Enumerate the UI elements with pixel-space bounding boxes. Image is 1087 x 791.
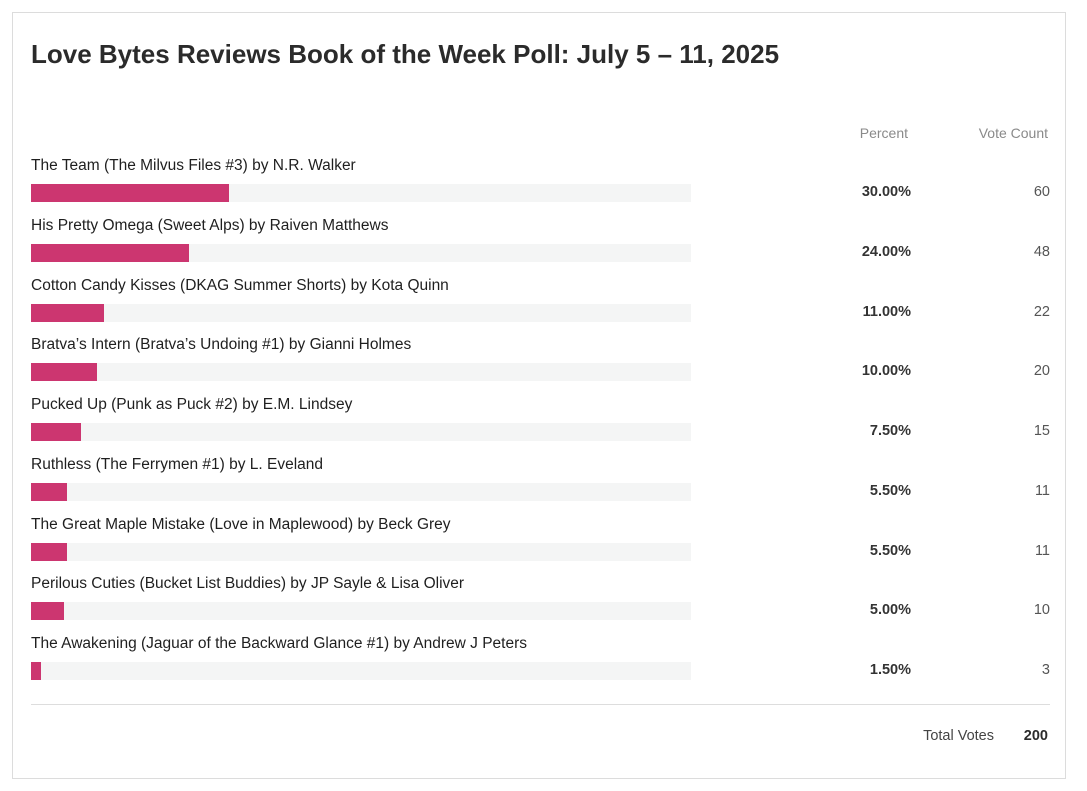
divider xyxy=(31,704,1050,705)
poll-option-row: Pucked Up (Punk as Puck #2) by E.M. Lind… xyxy=(31,396,1050,456)
option-vote-count: 20 xyxy=(1033,363,1050,380)
option-label: Pucked Up (Punk as Puck #2) by E.M. Lind… xyxy=(31,396,353,413)
result-bar-track xyxy=(31,243,691,262)
option-label: The Great Maple Mistake (Love in Maplewo… xyxy=(31,515,451,533)
option-label: Bratva’s Intern (Bratva’s Undoing #1) by… xyxy=(31,336,412,354)
poll-option-row: The Great Maple Mistake (Love in Maplewo… xyxy=(31,516,1050,576)
option-percent: 1.50% xyxy=(869,662,911,678)
option-label: His Pretty Omega (Sweet Alps) by Raiven … xyxy=(31,216,389,234)
result-bar-fill xyxy=(31,602,64,621)
result-bar-fill xyxy=(31,363,97,382)
poll-results-list: The Team (The Milvus Files #3) by N.R. W… xyxy=(31,157,1050,695)
percent-column-header: Percent xyxy=(859,125,908,141)
poll-option-row: Bratva’s Intern (Bratva’s Undoing #1) by… xyxy=(31,336,1050,396)
poll-option-row: Cotton Candy Kisses (DKAG Summer Shorts)… xyxy=(31,277,1050,337)
total-votes-value: 200 xyxy=(1023,728,1048,744)
option-vote-count: 22 xyxy=(1033,303,1050,320)
option-label: Ruthless (The Ferrymen #1) by L. Eveland xyxy=(31,455,324,473)
option-label: Cotton Candy Kisses (DKAG Summer Shorts)… xyxy=(31,276,449,294)
result-bar-track xyxy=(31,542,691,561)
result-bar-fill xyxy=(31,542,68,561)
option-vote-count: 15 xyxy=(1033,423,1050,439)
poll-title: Love Bytes Reviews Book of the Week Poll… xyxy=(31,39,780,69)
poll-option-row: Perilous Cuties (Bucket List Buddies) by… xyxy=(31,575,1050,635)
option-vote-count: 11 xyxy=(1034,542,1050,559)
poll-card: Love Bytes Reviews Book of the Week Poll… xyxy=(12,12,1066,779)
result-bar-fill xyxy=(31,662,41,680)
option-vote-count: 10 xyxy=(1033,602,1050,619)
poll-option-row: Ruthless (The Ferrymen #1) by L. Eveland… xyxy=(31,456,1050,516)
option-vote-count: 48 xyxy=(1033,243,1050,260)
option-label: Perilous Cuties (Bucket List Buddies) by… xyxy=(31,575,465,593)
poll-option-row: The Team (The Milvus Files #3) by N.R. W… xyxy=(31,157,1050,217)
option-percent: 5.00% xyxy=(869,602,911,619)
option-percent: 11.00% xyxy=(862,303,911,320)
result-bar-track xyxy=(31,363,691,382)
option-percent: 10.00% xyxy=(861,363,911,380)
option-vote-count: 60 xyxy=(1033,184,1050,200)
result-bar-track xyxy=(31,602,691,621)
result-bar-fill xyxy=(31,482,68,501)
option-label: The Team (The Milvus Files #3) by N.R. W… xyxy=(31,157,356,174)
result-bar-fill xyxy=(31,423,81,441)
option-vote-count: 3 xyxy=(1041,662,1050,678)
option-label: The Awakening (Jaguar of the Backward Gl… xyxy=(31,635,527,652)
result-bar-track xyxy=(31,482,691,501)
option-percent: 30.00% xyxy=(861,184,911,200)
result-bar-track xyxy=(31,423,691,441)
result-bar-fill xyxy=(31,243,190,262)
result-bar-track xyxy=(31,303,691,322)
result-bar-track xyxy=(31,184,691,202)
option-percent: 5.50% xyxy=(869,542,911,559)
result-bar-fill xyxy=(31,303,104,322)
result-bar-track xyxy=(31,662,691,680)
option-percent: 7.50% xyxy=(869,423,911,439)
result-bar-fill xyxy=(31,184,229,202)
poll-option-row: The Awakening (Jaguar of the Backward Gl… xyxy=(31,635,1050,695)
poll-option-row: His Pretty Omega (Sweet Alps) by Raiven … xyxy=(31,217,1050,277)
total-votes-label: Total Votes xyxy=(923,728,994,744)
option-percent: 5.50% xyxy=(869,482,911,499)
option-percent: 24.00% xyxy=(861,243,911,260)
option-vote-count: 11 xyxy=(1034,482,1050,499)
vote-count-column-header: Vote Count xyxy=(978,125,1048,141)
